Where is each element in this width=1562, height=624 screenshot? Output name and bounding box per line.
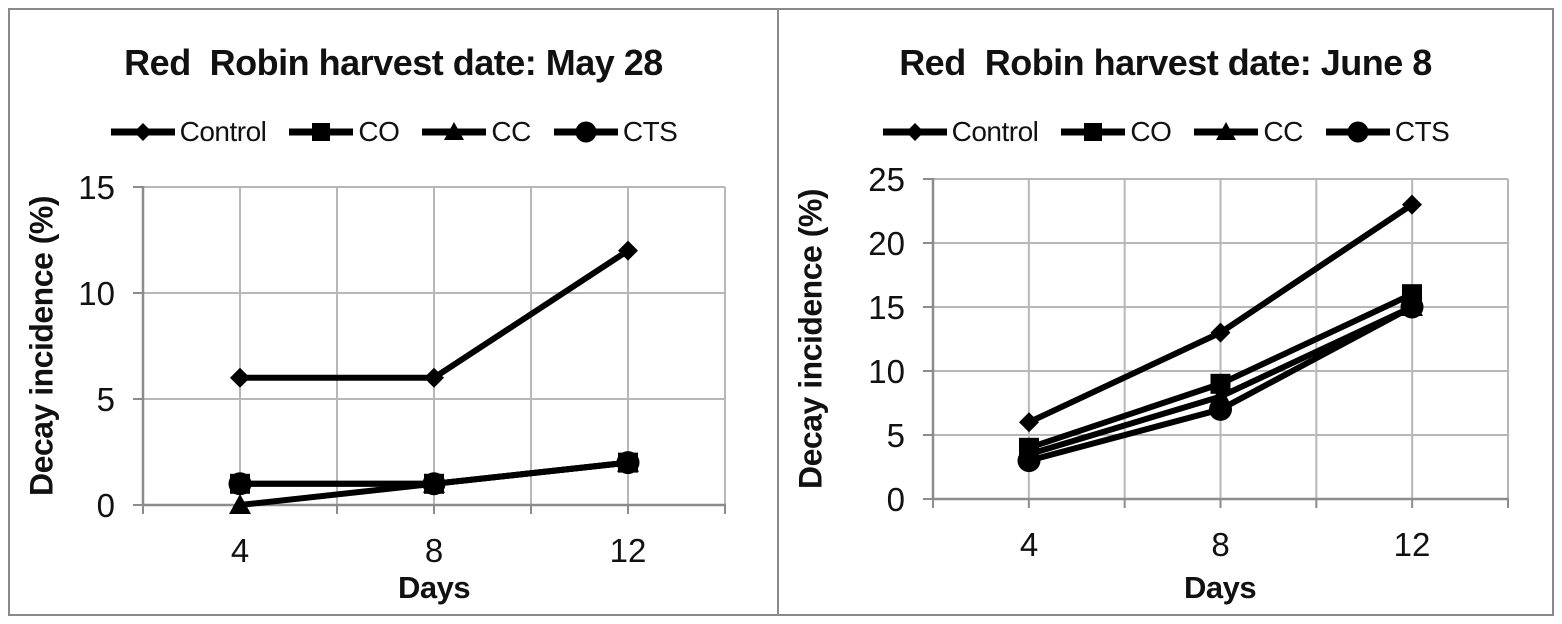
legend-label: CO <box>1130 116 1172 147</box>
series-CC <box>1018 296 1423 464</box>
triangle-marker-icon <box>1194 122 1259 140</box>
x-tick-label: 8 <box>1211 526 1229 563</box>
square-marker-icon <box>289 123 354 141</box>
circle-marker-icon <box>1325 121 1390 143</box>
legend-item-cc: CC <box>1193 116 1303 148</box>
y-tick-label: 5 <box>97 381 115 418</box>
circle-marker-icon <box>553 121 618 143</box>
legend-label: CTS <box>622 116 678 147</box>
legend-label: CC <box>491 116 531 147</box>
legend-item-cc: CC <box>421 116 531 148</box>
legend-item-control: Control <box>110 116 267 148</box>
square-marker-icon <box>1061 123 1126 141</box>
legend-label: Control <box>951 116 1039 147</box>
legend-label: CTS <box>1394 116 1450 147</box>
chart-title: Red Robin harvest date: June 8 <box>899 42 1432 83</box>
tick-labels: 4 8 12 0 5 10 15 <box>78 169 646 569</box>
diamond-marker-icon <box>882 123 947 141</box>
legend-item-cts: CTS <box>1325 116 1450 148</box>
triangle-marker-icon <box>422 122 487 140</box>
x-tick-label: 4 <box>231 532 249 569</box>
chart-panel-june-8: Red Robin harvest date: June 8 Control CO… <box>777 8 1554 616</box>
y-tick-label: 20 <box>868 225 905 262</box>
x-tick-label: 8 <box>425 532 443 569</box>
x-tick-label: 12 <box>610 532 647 569</box>
gridlines <box>933 178 1509 500</box>
legend: Control CO CC CTS <box>779 116 1552 148</box>
axes <box>923 178 1509 508</box>
legend-label: CO <box>358 116 400 147</box>
y-tick-label: 15 <box>78 169 115 206</box>
legend: Control CO CC CTS <box>10 116 777 148</box>
plot-area: 4 8 12 0 5 10 15 <box>78 169 726 569</box>
legend-item-cts: CTS <box>553 116 678 148</box>
y-tick-label: 5 <box>887 417 905 454</box>
series-CO <box>1019 284 1422 458</box>
legend-label: CC <box>1263 116 1303 147</box>
x-tick-label: 4 <box>1020 526 1038 563</box>
y-tick-label: 0 <box>887 481 905 518</box>
legend-item-co: CO <box>288 116 400 148</box>
y-tick-label: 15 <box>868 289 905 326</box>
diamond-marker-icon <box>110 123 175 141</box>
y-tick-label: 25 <box>868 161 905 198</box>
plot-area: 4 8 12 0 5 10 15 20 25 <box>868 161 1509 563</box>
series-Control <box>230 240 638 388</box>
y-tick-label: 10 <box>78 275 115 312</box>
legend-label: Control <box>179 116 267 147</box>
legend-item-co: CO <box>1060 116 1172 148</box>
x-axis-title: Days <box>397 570 471 605</box>
y-tick-label: 0 <box>97 487 115 524</box>
tick-labels: 4 8 12 0 5 10 15 20 25 <box>868 161 1430 563</box>
x-axis-title: Days <box>1183 570 1257 605</box>
series-CO <box>230 452 638 494</box>
legend-item-control: Control <box>882 116 1039 148</box>
series-Control <box>1019 194 1422 433</box>
chart-title: Red Robin harvest date: May 28 <box>124 42 663 83</box>
y-tick-label: 10 <box>868 353 905 390</box>
x-tick-label: 12 <box>1394 526 1431 563</box>
chart-panel-may-28: Red Robin harvest date: May 28 Control CO… <box>8 8 779 616</box>
